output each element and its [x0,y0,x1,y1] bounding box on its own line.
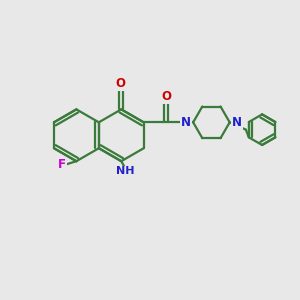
Text: NH: NH [116,167,134,176]
Text: O: O [116,77,126,90]
Text: F: F [58,158,66,171]
Text: N: N [232,116,242,129]
Text: O: O [161,90,171,103]
Text: N: N [181,116,191,129]
